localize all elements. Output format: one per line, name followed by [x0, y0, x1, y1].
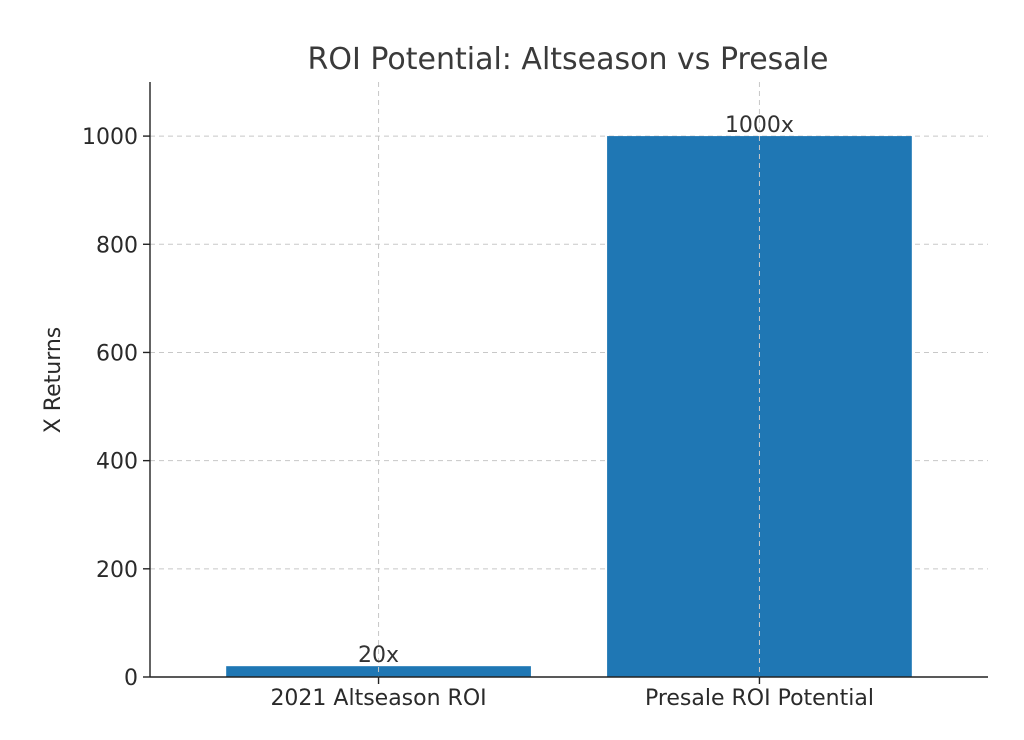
- chart-title: ROI Potential: Altseason vs Presale: [308, 42, 829, 77]
- y-tick-label: 600: [96, 341, 138, 366]
- x-tick-label: 2021 Altseason ROI: [270, 686, 486, 711]
- bars: [226, 82, 912, 677]
- y-tick-label: 0: [124, 666, 138, 691]
- y-tick-label: 200: [96, 558, 138, 583]
- y-axis-label: X Returns: [41, 327, 66, 434]
- x-tick-label: Presale ROI Potential: [645, 686, 874, 711]
- axes: 0 200 400 600 800 1000 2021 Altseason ROI Presa…: [82, 82, 988, 711]
- y-tick-label: 800: [96, 233, 138, 258]
- y-tick-label: 1000: [82, 125, 138, 150]
- data-labels: 20x 1000x: [358, 113, 794, 668]
- bar-data-label: 20x: [358, 643, 399, 668]
- bar-data-label: 1000x: [725, 113, 794, 138]
- y-tick-label: 400: [96, 450, 138, 475]
